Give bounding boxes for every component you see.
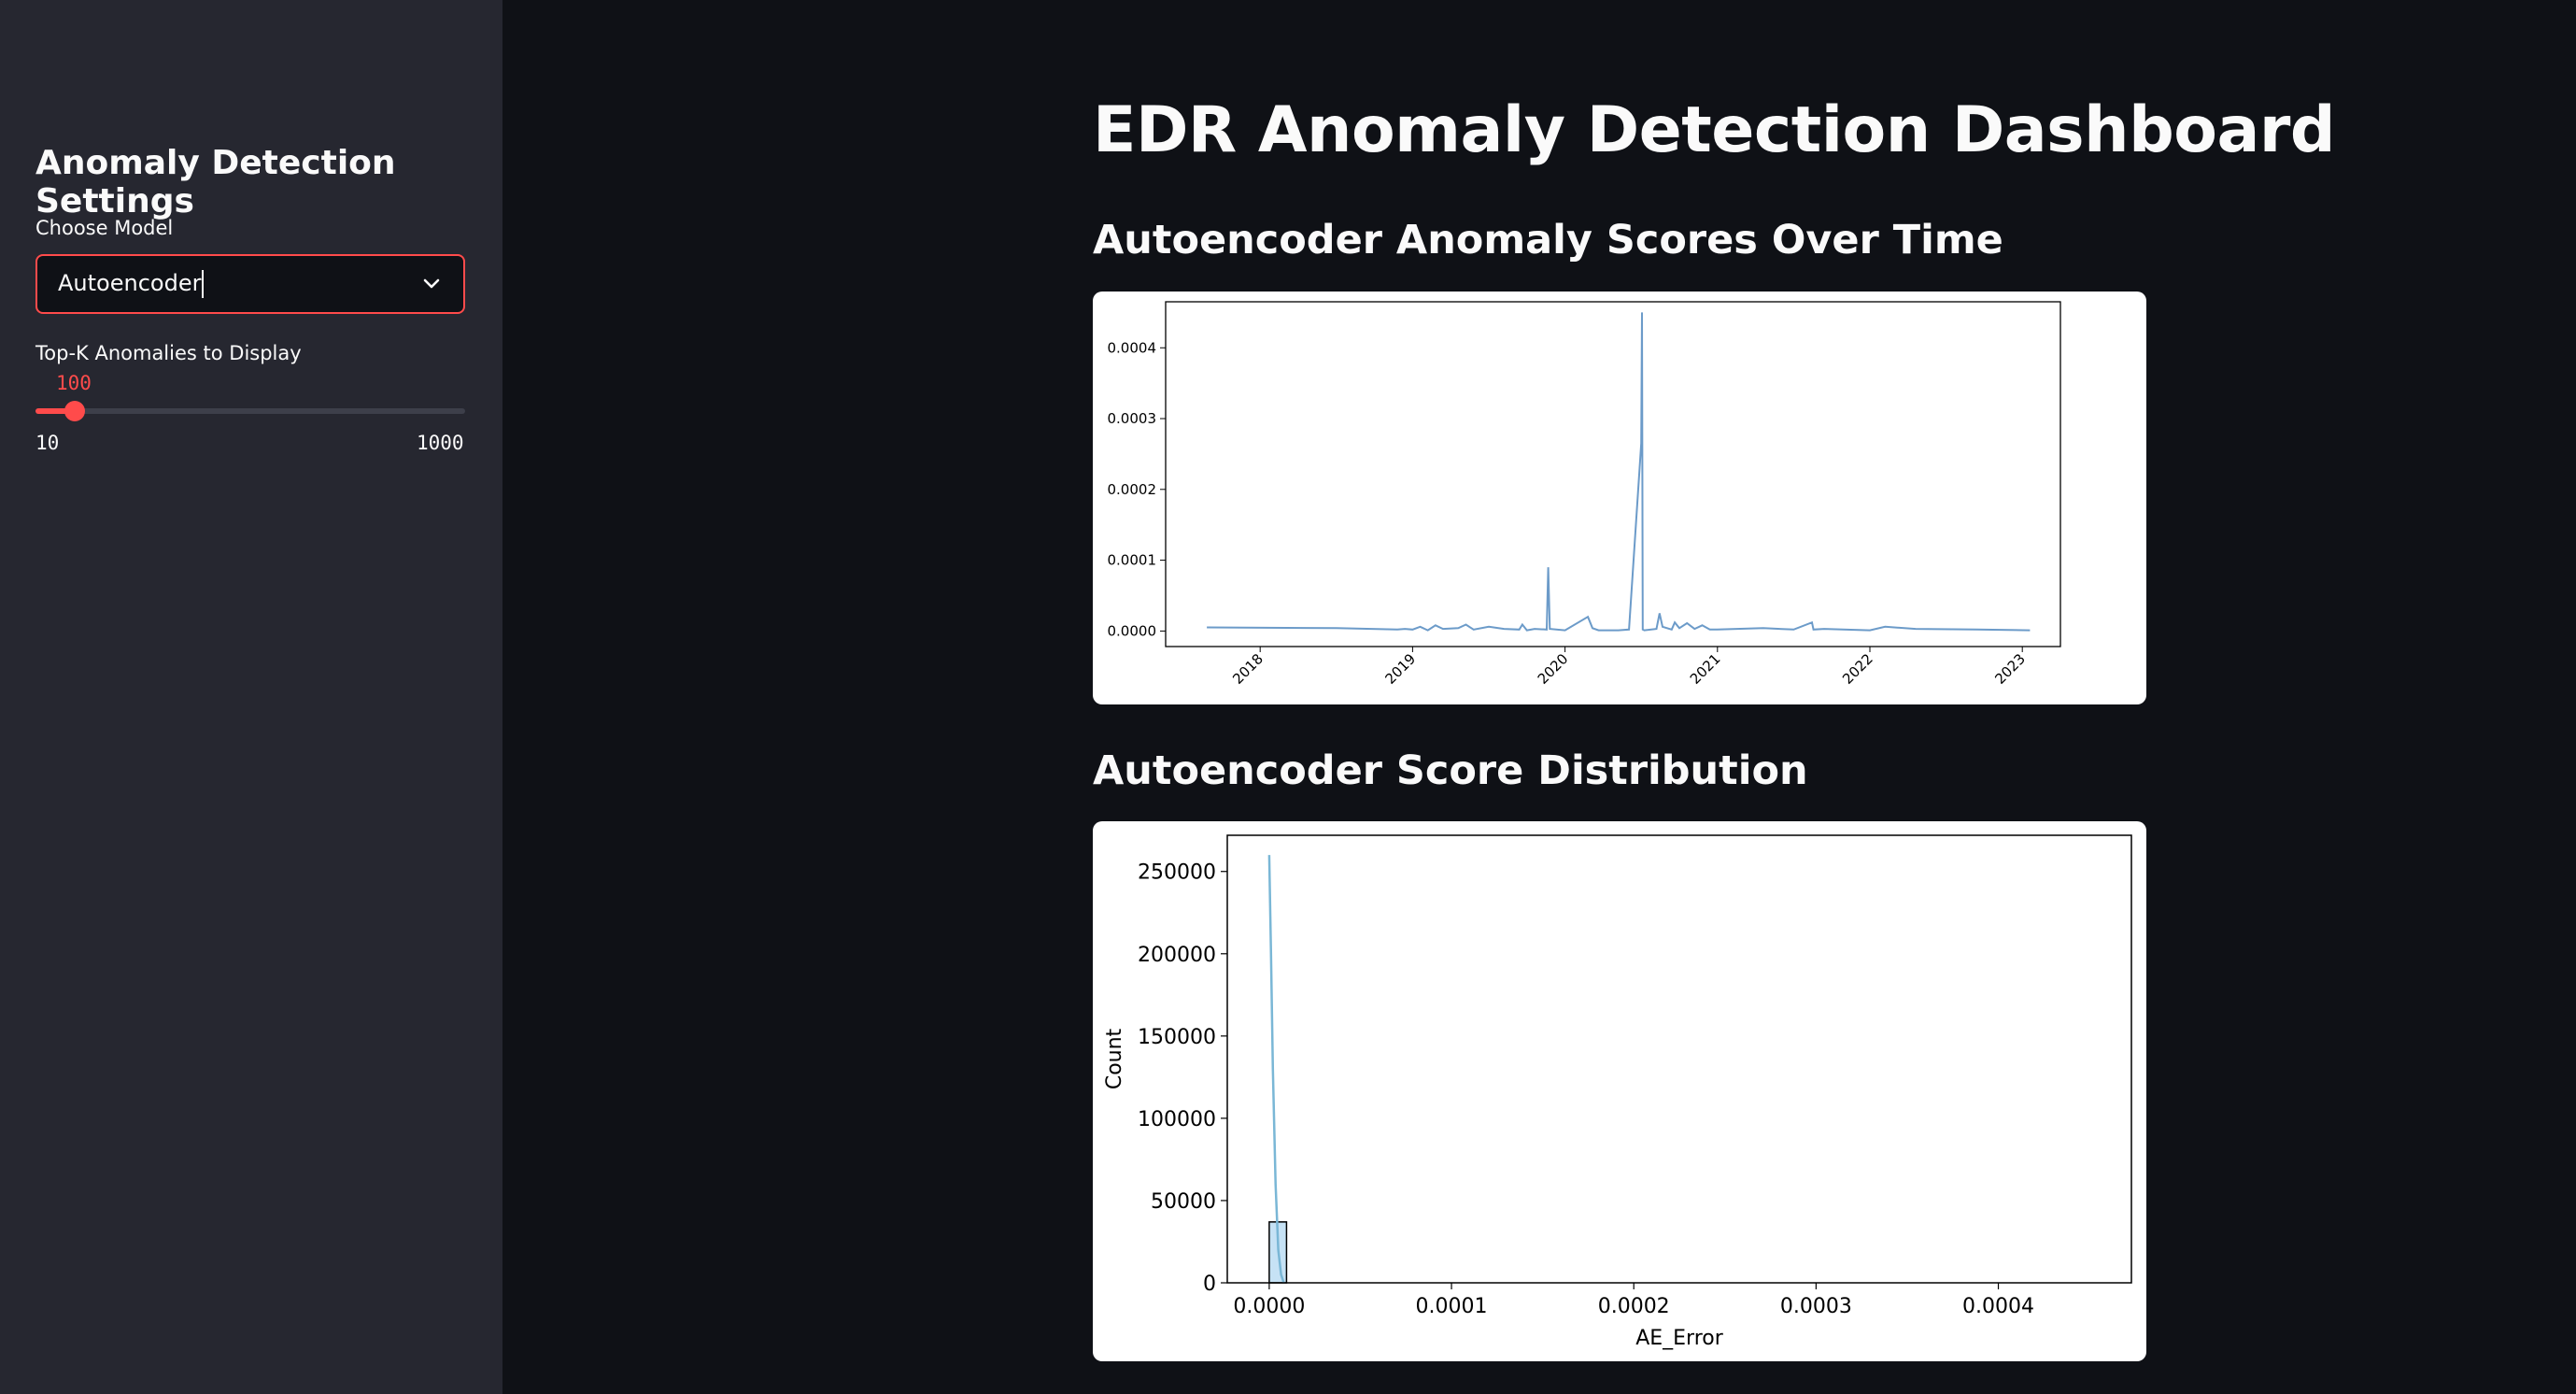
x-tick-label: 2020 <box>1535 650 1572 688</box>
model-select-value: Autoencoder <box>58 270 420 298</box>
y-tick-label: 0.0003 <box>1108 410 1157 427</box>
histogram-chart: 0 50000 100000 150000 200000 250000 0.0000 0.00… <box>1103 834 2132 1350</box>
sidebar-title: Anomaly Detection Settings <box>35 144 396 220</box>
y-tick-label: 0.0002 <box>1108 481 1157 498</box>
y-tick-label: 250000 <box>1138 861 1216 885</box>
x-tick-label: 0.0004 <box>1962 1295 2034 1318</box>
x-tick-label: 0.0002 <box>1598 1295 1670 1318</box>
x-tick-label: 0.0003 <box>1780 1295 1852 1318</box>
topk-slider-max: 1000 <box>417 432 464 454</box>
x-tick-label: 2019 <box>1381 650 1419 688</box>
y-tick-label: 0 <box>1203 1273 1216 1296</box>
series-line <box>1207 312 2031 632</box>
topk-slider-thumb[interactable] <box>64 401 85 421</box>
topk-slider-min: 10 <box>35 432 60 454</box>
page-title: EDR Anomaly Detection Dashboard <box>1093 93 2336 167</box>
line-chart: 0.0000 0.0001 0.0002 0.0003 0.0004 2018 2019 20… <box>1108 301 2061 688</box>
chevron-down-icon[interactable] <box>420 273 443 295</box>
histogram-card: 0 50000 100000 150000 200000 250000 0.0000 0.00… <box>1093 821 2146 1361</box>
kde-line <box>1267 855 1285 1284</box>
y-tick-label: 0.0000 <box>1108 622 1157 639</box>
y-tick-label: 200000 <box>1138 944 1216 967</box>
model-select-label: Choose Model <box>35 217 174 239</box>
y-tick-label: 50000 <box>1151 1190 1216 1214</box>
y-tick-label: 0.0001 <box>1108 552 1157 569</box>
topk-slider-fill <box>35 408 75 414</box>
section-title-distribution: Autoencoder Score Distribution <box>1093 747 1808 794</box>
x-tick-label: 2023 <box>1991 650 2029 688</box>
line-chart-card: 0.0000 0.0001 0.0002 0.0003 0.0004 2018 2019 20… <box>1093 292 2146 704</box>
plot-frame <box>1165 301 2061 647</box>
y-tick-label: 0.0004 <box>1108 339 1157 356</box>
y-tick-label: 100000 <box>1138 1108 1216 1131</box>
text-cursor <box>202 270 205 298</box>
x-tick-label: 2022 <box>1839 650 1876 688</box>
x-tick-label: 0.0001 <box>1416 1295 1488 1318</box>
x-axis-label: AE_Error <box>1635 1327 1724 1350</box>
y-axis-label: Count <box>1103 1028 1126 1089</box>
y-tick-label: 150000 <box>1138 1026 1216 1049</box>
topk-slider-label: Top-K Anomalies to Display <box>35 342 302 364</box>
x-tick-label: 2021 <box>1687 650 1724 688</box>
topk-slider[interactable] <box>35 401 465 421</box>
model-select[interactable]: Autoencoder <box>35 254 465 314</box>
x-tick-label: 0.0000 <box>1233 1295 1305 1318</box>
plot-frame <box>1226 834 2132 1284</box>
x-tick-label: 2018 <box>1229 650 1267 688</box>
topk-slider-value: 100 <box>56 372 92 394</box>
section-title-scores: Autoencoder Anomaly Scores Over Time <box>1093 217 2003 263</box>
sidebar: Anomaly Detection Settings Choose Model … <box>0 0 502 1394</box>
